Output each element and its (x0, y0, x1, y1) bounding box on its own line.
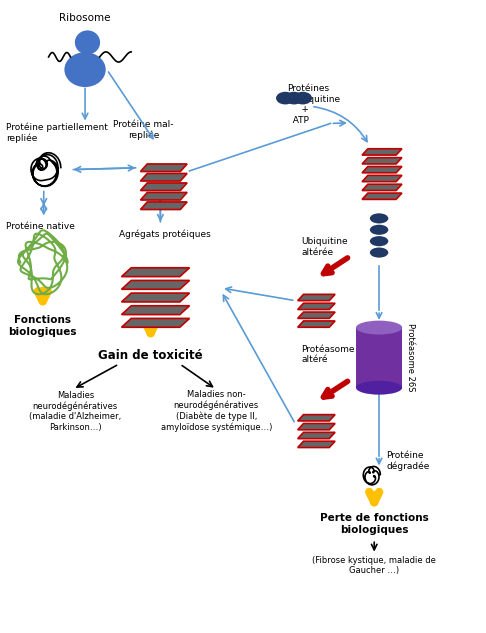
Text: Maladies
neurodégénératives
(maladie d'Alzheimer,
Parkinson…): Maladies neurodégénératives (maladie d'A… (29, 391, 122, 432)
Polygon shape (140, 202, 187, 210)
Text: (Fibrose kystique, maladie de
Gaucher …): (Fibrose kystique, maladie de Gaucher …) (312, 556, 436, 575)
Polygon shape (362, 193, 402, 199)
Text: Perte de fonctions
biologiques: Perte de fonctions biologiques (320, 513, 429, 535)
Ellipse shape (370, 248, 388, 258)
Text: Ubiquitine
altérée: Ubiquitine altérée (301, 237, 348, 256)
Polygon shape (362, 149, 402, 155)
Bar (356, 328, 402, 387)
Polygon shape (297, 415, 335, 421)
Ellipse shape (370, 213, 388, 223)
Polygon shape (362, 166, 402, 173)
Ellipse shape (285, 92, 303, 104)
Polygon shape (122, 268, 190, 277)
Text: Protéine native: Protéine native (6, 222, 75, 231)
Text: Ribosome: Ribosome (59, 13, 111, 23)
Polygon shape (297, 432, 335, 439)
Polygon shape (122, 306, 190, 315)
Text: Protéine partiellement
repliée: Protéine partiellement repliée (6, 123, 108, 143)
Text: Protéine
dégradée: Protéine dégradée (386, 451, 430, 471)
Polygon shape (362, 184, 402, 191)
Text: Protéines
d'ubiquitine
     +
  ATP: Protéines d'ubiquitine + ATP (287, 84, 341, 125)
Text: Maladies non-
neurodégénératives
(Diabète de type II,
amyloïdose systémique…): Maladies non- neurodégénératives (Diabèt… (160, 391, 272, 432)
Polygon shape (297, 312, 335, 318)
Text: Agrégats protéiques: Agrégats protéiques (119, 229, 211, 239)
Text: Gain de toxicité: Gain de toxicité (98, 349, 203, 362)
Polygon shape (297, 441, 335, 448)
Polygon shape (122, 318, 190, 327)
Polygon shape (122, 280, 190, 289)
Ellipse shape (75, 30, 100, 54)
Polygon shape (362, 175, 402, 182)
Polygon shape (122, 293, 190, 302)
Ellipse shape (356, 320, 402, 334)
Polygon shape (297, 294, 335, 301)
Polygon shape (297, 303, 335, 310)
Ellipse shape (370, 236, 388, 246)
Text: Protéasome 26S: Protéasome 26S (406, 323, 415, 392)
Ellipse shape (294, 92, 312, 104)
Polygon shape (297, 423, 335, 430)
Polygon shape (140, 173, 187, 181)
Ellipse shape (276, 92, 295, 104)
Text: Protéasome
altéré: Protéasome altéré (301, 345, 355, 364)
Polygon shape (140, 164, 187, 172)
Polygon shape (140, 183, 187, 191)
Text: Protéine mal-
repliée: Protéine mal- repliée (113, 120, 174, 140)
Polygon shape (297, 321, 335, 327)
Ellipse shape (370, 225, 388, 235)
Text: Fonctions
biologiques: Fonctions biologiques (9, 315, 77, 337)
Ellipse shape (356, 380, 402, 395)
Polygon shape (140, 192, 187, 200)
Ellipse shape (64, 53, 106, 87)
Polygon shape (362, 158, 402, 164)
